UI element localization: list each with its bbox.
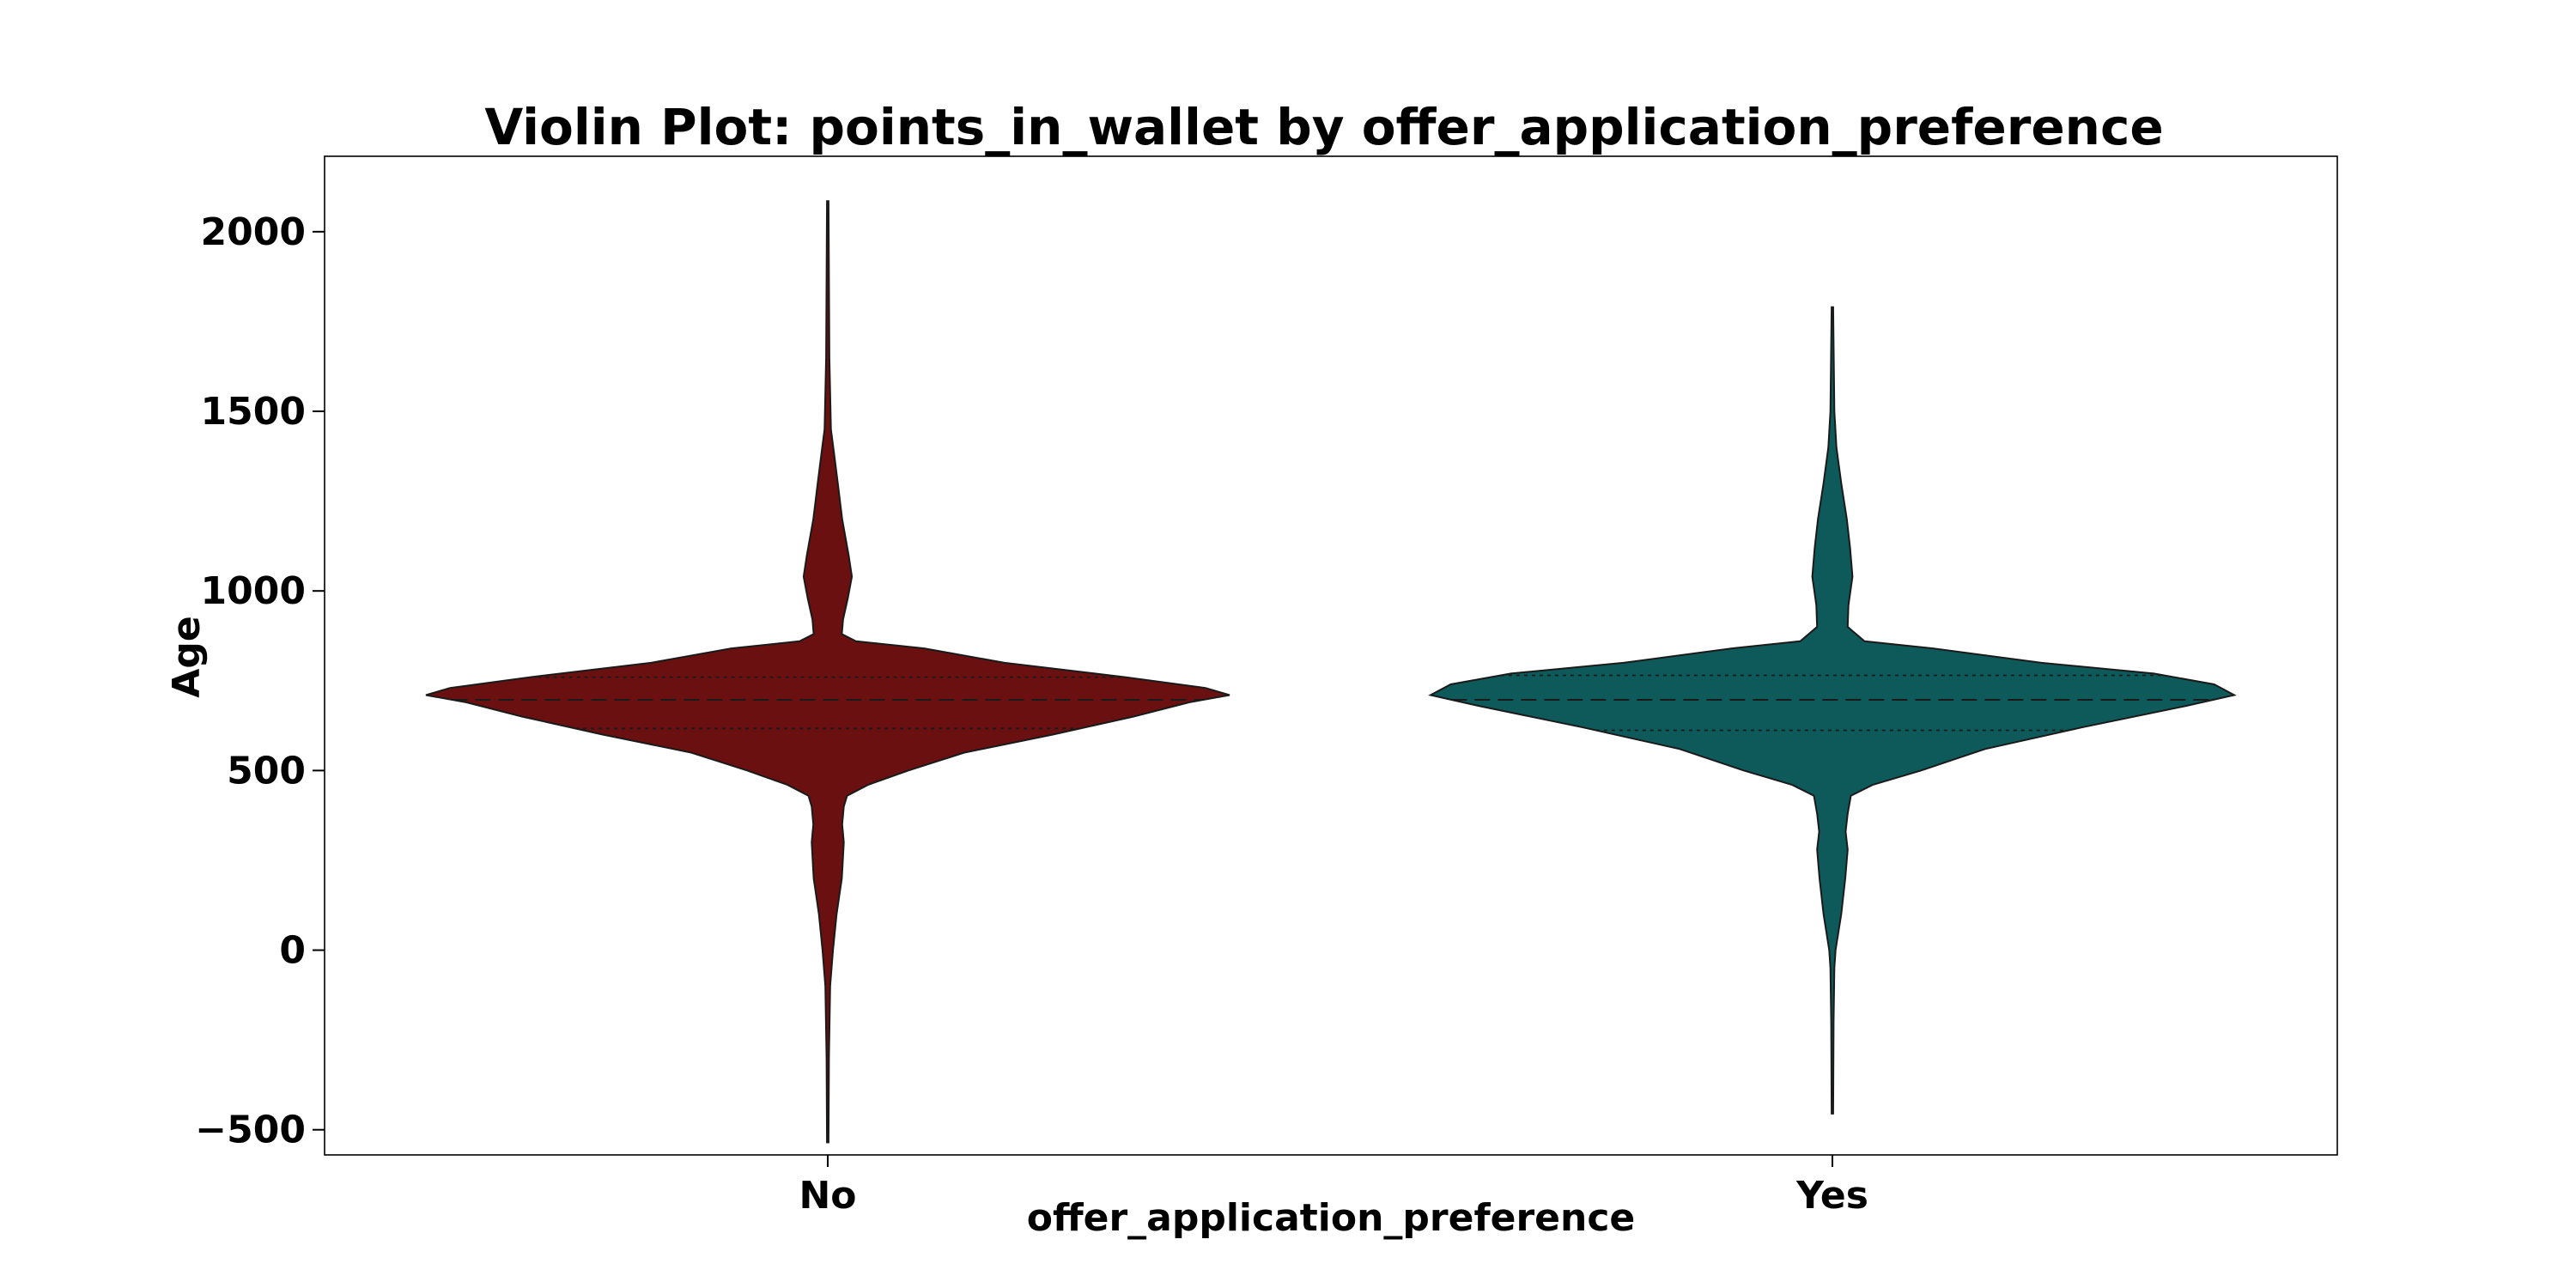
x-tick-label-yes: Yes	[1795, 1174, 1868, 1218]
y-tick-label: 1500	[201, 390, 306, 434]
violin-body-yes	[1428, 306, 2237, 1115]
y-tick-label: 1000	[201, 569, 306, 613]
violin-yes	[1428, 306, 2237, 1115]
plot-frame	[324, 155, 2338, 1156]
y-tick-label: 2000	[201, 210, 306, 254]
y-tick-label: 0	[279, 929, 306, 973]
y-axis-label: Age	[165, 616, 209, 697]
chart-title: Violin Plot: points_in_wallet by offer_a…	[484, 98, 2163, 156]
y-tick-label: −500	[195, 1109, 306, 1152]
violin-body-no	[425, 200, 1230, 1144]
x-axis-label: offer_application_preference	[1027, 1196, 1636, 1240]
x-tick-label-no: No	[799, 1174, 856, 1218]
plot-area	[425, 200, 2237, 1144]
y-axis: −500 0 500 1000 1500 2000	[195, 210, 325, 1152]
y-tick-label: 500	[227, 749, 306, 793]
violin-no	[425, 200, 1230, 1144]
x-axis: No Yes	[799, 1155, 1868, 1218]
